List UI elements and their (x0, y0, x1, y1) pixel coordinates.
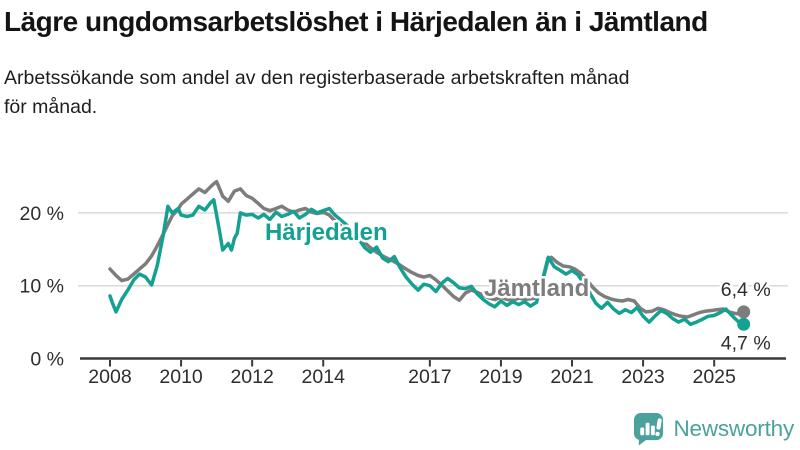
x-tick-label: 2010 (159, 366, 203, 388)
x-tick-label: 2023 (621, 366, 664, 388)
series-line-jamtland (108, 179, 746, 319)
subtitle-line-1: Arbetssökande som andel av den registerb… (4, 67, 630, 89)
subtitle-line-2: för månad. (4, 96, 98, 118)
y-tick-label: 20 % (20, 203, 64, 225)
y-tick-label: 10 % (20, 276, 64, 298)
x-tick-label: 2017 (408, 366, 451, 388)
page-title: Lägre ungdomsarbetslöshet i Härjedalen ä… (4, 6, 708, 37)
newsworthy-brand-text: Newsworthy (673, 416, 794, 441)
series-line-harjedalen (108, 198, 746, 327)
page-subtitle: Arbetssökande som andel av den registerb… (4, 64, 784, 122)
bar-chart-glyph (640, 422, 656, 436)
x-tick-label: 2019 (479, 366, 522, 388)
x-tick-label: 2025 (692, 366, 736, 388)
y-tick-label: 0 % (30, 349, 64, 371)
newsworthy-logo: Newsworthy (633, 412, 794, 446)
x-tick-label: 2014 (302, 366, 346, 388)
speech-bubble-tail (639, 437, 650, 446)
x-tick-label: 2021 (550, 366, 593, 388)
end-dot-harjedalen (737, 317, 751, 331)
exclamation-glyph (655, 418, 663, 437)
end-value-label-jamtland: 6,4 % (721, 279, 771, 301)
end-dot-jamtland (737, 305, 751, 319)
newsworthy-logo-icon (634, 412, 664, 446)
x-tick-label: 2012 (230, 366, 273, 388)
series-label-jamtland: Jämtland (484, 275, 589, 302)
series-label-harjedalen: Härjedalen (265, 219, 388, 246)
x-tick-label: 2008 (88, 366, 131, 388)
end-value-label-harjedalen: 4,7 % (721, 332, 771, 354)
